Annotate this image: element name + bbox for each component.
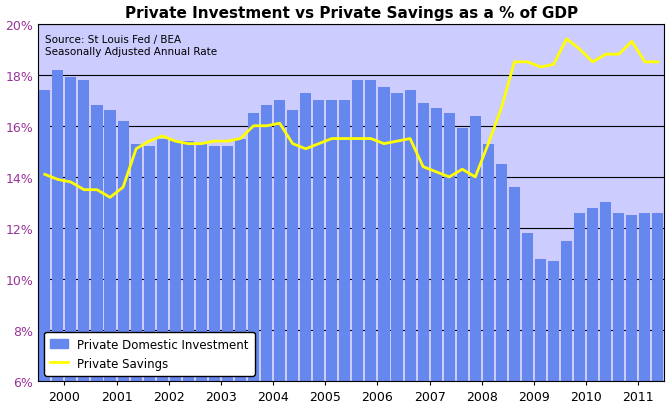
Bar	[587, 208, 598, 382]
Bar	[287, 111, 298, 382]
Bar	[52, 70, 64, 382]
Bar	[561, 241, 572, 382]
Bar	[496, 165, 507, 382]
Bar	[626, 216, 637, 382]
Bar	[105, 111, 116, 382]
Bar	[78, 81, 90, 382]
Bar	[326, 101, 337, 382]
Bar	[431, 109, 442, 382]
Bar	[405, 91, 415, 382]
Bar	[170, 142, 181, 382]
Text: Source: St Louis Fed / BEA
Seasonally Adjusted Annual Rate: Source: St Louis Fed / BEA Seasonally Ad…	[44, 35, 216, 57]
Bar	[248, 114, 259, 382]
Bar	[352, 81, 363, 382]
Bar	[470, 116, 481, 382]
Bar	[183, 142, 194, 382]
Title: Private Investment vs Private Savings as a % of GDP: Private Investment vs Private Savings as…	[125, 6, 578, 20]
Bar	[261, 106, 272, 382]
Bar	[222, 147, 233, 382]
Bar	[131, 144, 141, 382]
Bar	[339, 101, 350, 382]
Bar	[522, 234, 533, 382]
Bar	[574, 213, 585, 382]
Bar	[365, 81, 377, 382]
Bar	[274, 101, 285, 382]
Bar	[117, 121, 129, 382]
Bar	[66, 78, 76, 382]
Bar	[391, 93, 403, 382]
Bar	[600, 203, 611, 382]
Bar	[379, 88, 389, 382]
Bar	[143, 147, 155, 382]
Bar	[313, 101, 324, 382]
Bar	[535, 259, 546, 382]
Bar	[444, 114, 455, 382]
Bar	[209, 147, 220, 382]
Legend: Private Domestic Investment, Private Savings: Private Domestic Investment, Private Sav…	[44, 332, 255, 375]
Bar	[639, 213, 651, 382]
Bar	[91, 106, 103, 382]
Bar	[509, 188, 520, 382]
Bar	[157, 139, 168, 382]
Bar	[417, 103, 429, 382]
Bar	[483, 144, 494, 382]
Bar	[235, 139, 246, 382]
Bar	[300, 93, 312, 382]
Bar	[196, 144, 207, 382]
Bar	[613, 213, 624, 382]
Bar	[40, 91, 50, 382]
Bar	[548, 262, 559, 382]
Bar	[653, 213, 663, 382]
Bar	[457, 129, 468, 382]
